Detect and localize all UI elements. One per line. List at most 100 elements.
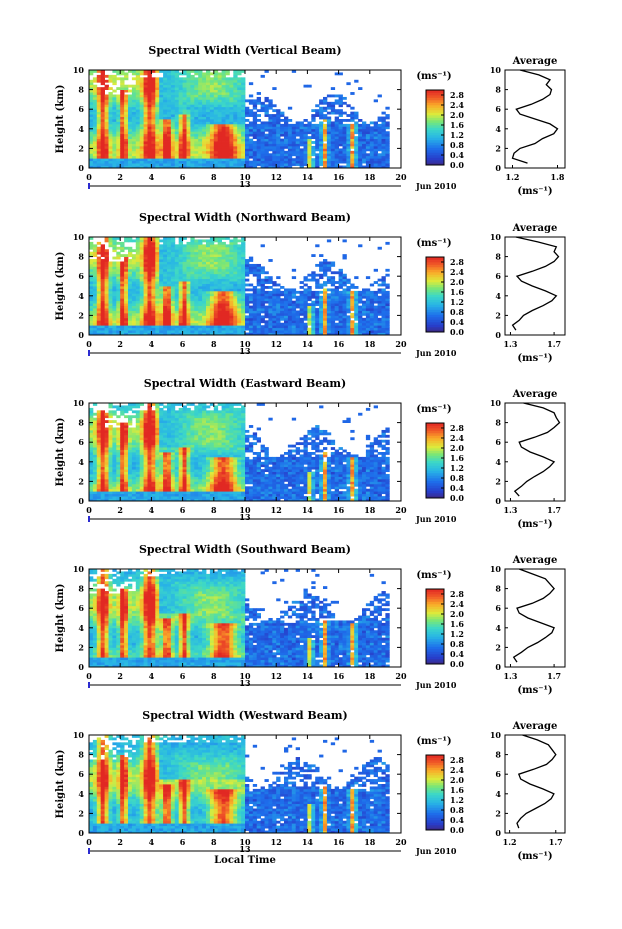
heatmap-cell [241, 239, 246, 243]
heatmap-cell [252, 322, 258, 326]
heatmap-cell [268, 101, 273, 105]
heatmap-cell [186, 106, 191, 110]
heatmap-cell [369, 298, 375, 302]
heatmap-cell [385, 283, 390, 287]
heatmap-cell [170, 249, 176, 253]
heatmap-cell [112, 121, 117, 125]
date-label: Jun 2010 [415, 348, 457, 358]
heatmap-cell [100, 121, 105, 125]
heatmap-cell [194, 310, 199, 314]
heatmap-cell [299, 128, 304, 132]
heatmap-cell [299, 298, 304, 302]
heatmap-cell [295, 295, 300, 299]
heatmap-cell [108, 92, 113, 95]
heatmap-cell [245, 300, 250, 304]
heatmap-cell [241, 131, 246, 135]
heatmap-cell [112, 295, 117, 299]
heatmap-cell [221, 310, 226, 314]
heatmap-cell [291, 325, 297, 329]
heatmap-cell [159, 327, 164, 331]
colorbar-segment [426, 90, 444, 93]
heatmap-cell [124, 315, 129, 319]
heatmap-cell [124, 332, 129, 336]
heatmap-cell [229, 116, 234, 120]
heatmap-cell [276, 288, 281, 292]
heatmap-cell [147, 290, 152, 294]
heatmap-cell [307, 126, 312, 130]
heatmap-cell [319, 131, 324, 135]
heatmap-cell [139, 136, 144, 139]
heatmap-cell [155, 136, 160, 139]
heatmap-cell [330, 123, 336, 127]
heatmap-cell [354, 286, 359, 289]
heatmap-cell [365, 136, 371, 139]
heatmap-cell [139, 121, 144, 125]
heatmap-cell [198, 288, 203, 292]
heatmap-cell [225, 278, 230, 282]
heatmap-cell [194, 300, 199, 304]
heatmap-cell [323, 136, 328, 139]
heatmap-cell [163, 138, 168, 142]
heatmap-cell [354, 310, 359, 314]
heatmap-cell [334, 288, 339, 292]
heatmap-cell [159, 131, 164, 135]
heatmap-cell [202, 310, 207, 314]
heatmap-cell [358, 148, 363, 152]
heatmap-cell [151, 143, 156, 147]
heatmap-cell [89, 150, 94, 154]
heatmap-cell [334, 305, 339, 309]
heatmap-cell [272, 148, 277, 152]
heatmap-cell [108, 150, 113, 154]
heatmap-cell [221, 322, 226, 326]
heatmap-cell [135, 276, 141, 280]
heatmap-cell [326, 138, 332, 142]
heatmap-cell [198, 300, 203, 304]
heatmap-cell [202, 77, 207, 81]
heatmap-cell [143, 155, 148, 159]
heatmap-cell [233, 261, 238, 265]
heatmap-cell [163, 84, 168, 88]
heatmap-cell [350, 322, 355, 326]
heatmap-cell [89, 290, 94, 294]
heatmap-cell [120, 268, 125, 272]
heatmap-cell [100, 104, 105, 108]
heatmap-cell [237, 325, 242, 329]
heatmap-cell [264, 126, 269, 130]
heatmap-cell [178, 315, 183, 319]
heatmap-cell [198, 153, 203, 157]
heatmap-cell [178, 290, 183, 294]
heatmap-cell [381, 145, 386, 149]
heatmap-cell [202, 288, 207, 292]
heatmap-cell [92, 92, 98, 95]
heatmap-cell [225, 295, 230, 299]
heatmap-cell [155, 320, 160, 324]
heatmap-cell [229, 330, 234, 333]
heatmap-cell [354, 325, 359, 329]
heatmap-cell [104, 249, 109, 253]
heatmap-cell [167, 271, 172, 275]
heatmap-cell [358, 315, 363, 319]
heatmap-cell [104, 263, 109, 267]
heatmap-cell [116, 286, 121, 289]
heatmap-cell [174, 278, 180, 282]
heatmap-cell [268, 104, 273, 108]
heatmap-cell [213, 163, 219, 166]
heatmap-cell [209, 77, 215, 81]
heatmap-cell [206, 153, 211, 157]
heatmap-cell [174, 123, 180, 127]
heatmap-cell [124, 312, 129, 316]
heatmap-cell [217, 119, 222, 122]
heatmap-cell [213, 271, 219, 275]
heatmap-cell [315, 104, 320, 108]
heatmap-cell [217, 239, 222, 243]
heatmap-cell [100, 315, 105, 319]
heatmap-cell [163, 315, 168, 319]
heatmap-cell [202, 300, 207, 304]
heatmap-cell [245, 305, 250, 309]
heatmap-cell [190, 308, 195, 311]
heatmap-cell [206, 322, 211, 326]
heatmap-cell [198, 310, 203, 314]
heatmap-cell [350, 300, 355, 304]
heatmap-cell [178, 99, 183, 103]
heatmap-cell [213, 145, 219, 149]
